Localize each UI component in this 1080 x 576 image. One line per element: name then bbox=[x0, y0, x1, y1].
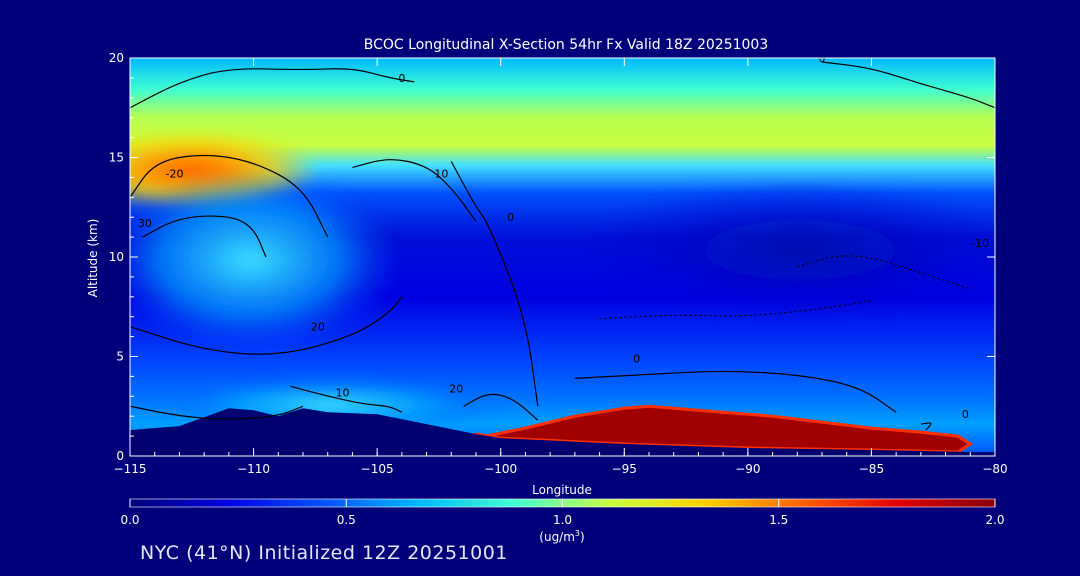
y-tick-label: 15 bbox=[109, 151, 124, 165]
y-tick-label: 5 bbox=[116, 350, 124, 364]
contour-label: 0 bbox=[962, 408, 969, 421]
x-tick-label: −95 bbox=[612, 462, 637, 476]
contour-label: 20 bbox=[311, 321, 325, 334]
x-axis: −115 −110 −105 −100 −95 −90 −85 −80 bbox=[114, 58, 1008, 476]
chart-title: BCOC Longitudinal X-Section 54hr Fx Vali… bbox=[364, 37, 768, 53]
plot-area: 0 0 -20 30 10 0 -10 20 0 10 20 0 bbox=[130, 52, 995, 456]
x-tick-label: −85 bbox=[859, 462, 884, 476]
y-tick-label: 20 bbox=[109, 51, 124, 65]
x-tick-label: −90 bbox=[735, 462, 760, 476]
x-tick-label: −115 bbox=[114, 462, 147, 476]
colorbar-units: (ug/m3) bbox=[539, 529, 584, 544]
contour-label: 0 bbox=[633, 352, 640, 365]
contour-label: 0 bbox=[507, 211, 514, 224]
contour-line bbox=[130, 296, 403, 355]
contour-line bbox=[920, 422, 932, 431]
x-tick-label: −80 bbox=[982, 462, 1007, 476]
contour-line bbox=[130, 68, 415, 109]
x-tick-label: −105 bbox=[361, 462, 394, 476]
run-info: NYC (41°N) Initialized 12Z 20251001 bbox=[140, 542, 508, 564]
colorbar-tick-label: 0.0 bbox=[120, 513, 139, 527]
x-tick-label: −110 bbox=[237, 462, 270, 476]
contour-label: 0 bbox=[398, 72, 405, 85]
contour-line bbox=[821, 61, 995, 109]
y-tick-label: 10 bbox=[109, 250, 124, 264]
contour-line bbox=[130, 154, 329, 238]
contour-label: 0 bbox=[819, 52, 826, 65]
contour-line bbox=[450, 161, 539, 407]
contour-line bbox=[599, 300, 872, 320]
contour-label: 10 bbox=[434, 167, 448, 180]
west-cyan-region bbox=[130, 170, 400, 350]
contour-labels: 0 0 -20 30 10 0 -10 20 0 10 20 0 bbox=[138, 52, 989, 421]
contour-lines bbox=[130, 61, 995, 431]
contour-label: 20 bbox=[449, 382, 463, 395]
colorbar-tick-label: 1.5 bbox=[769, 513, 788, 527]
contour-line bbox=[290, 385, 403, 413]
contour-line bbox=[797, 255, 971, 290]
x-tick-label: −100 bbox=[484, 462, 517, 476]
colorbar-tick-label: 0.5 bbox=[337, 513, 356, 527]
y-tick-label: 0 bbox=[116, 449, 124, 463]
east-dark-region bbox=[580, 180, 995, 320]
colorbar-tick-label: 1.0 bbox=[553, 513, 572, 527]
contour-label: 10 bbox=[336, 386, 350, 399]
colorbar-tick-label: 2.0 bbox=[985, 513, 1004, 527]
contour-line bbox=[142, 215, 267, 258]
contour-line bbox=[574, 370, 897, 413]
contour-label: 30 bbox=[138, 217, 152, 230]
contour-line bbox=[352, 159, 477, 222]
contour-line bbox=[463, 393, 539, 421]
colorbar-ticks: 0.0 0.5 1.0 1.5 2.0 bbox=[120, 499, 1005, 527]
terrain bbox=[130, 408, 995, 456]
y-axis: 0 5 10 15 20 bbox=[109, 51, 995, 463]
y-axis-label: Altitude (km) bbox=[86, 219, 100, 298]
contour-label: -20 bbox=[166, 167, 184, 180]
contour-label: -10 bbox=[971, 237, 989, 250]
x-axis-label: Longitude bbox=[532, 483, 592, 497]
surface-plume bbox=[474, 404, 974, 454]
contour-line bbox=[130, 405, 304, 420]
